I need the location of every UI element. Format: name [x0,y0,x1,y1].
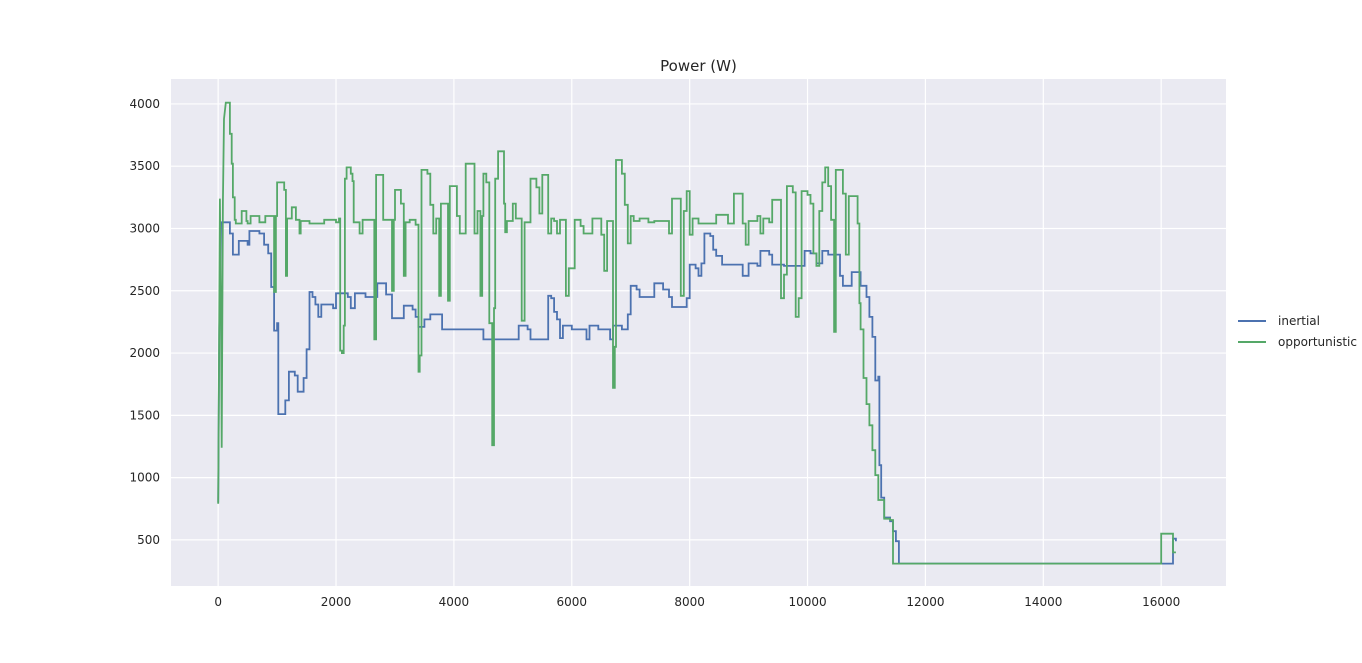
x-tick-label: 14000 [1024,595,1062,609]
x-tick-label: 4000 [439,595,470,609]
x-tick-label: 2000 [321,595,352,609]
y-tick-label: 500 [137,533,160,547]
x-tick-label: 0 [214,595,222,609]
y-tick-label: 1000 [129,471,160,485]
series-lines [217,101,1177,565]
x-tick-label: 16000 [1142,595,1180,609]
x-tick-label: 6000 [557,595,588,609]
legend-label: opportunistic [1278,335,1357,349]
x-tick-label: 8000 [674,595,705,609]
plot-area [171,79,1226,586]
tick-labels: 0 2000 4000 6000 8000 10000 12000 14000 16000 500… [129,97,1180,609]
series-line-opportunistic [217,101,1176,565]
y-tick-label: 3500 [129,159,160,173]
y-tick-label: 2000 [129,346,160,360]
y-tick-label: 3000 [129,221,160,235]
x-tick-label: 10000 [788,595,826,609]
y-tick-label: 2500 [129,284,160,298]
y-tick-label: 4000 [129,97,160,111]
legend-label: inertial [1278,314,1320,328]
x-tick-label: 12000 [906,595,944,609]
y-tick-label: 1500 [129,408,160,422]
grid-lines [171,79,1226,586]
series-line-inertial [217,221,1177,565]
chart-title: Power (W) [660,57,737,75]
legend: inertial opportunistic [1238,314,1357,349]
